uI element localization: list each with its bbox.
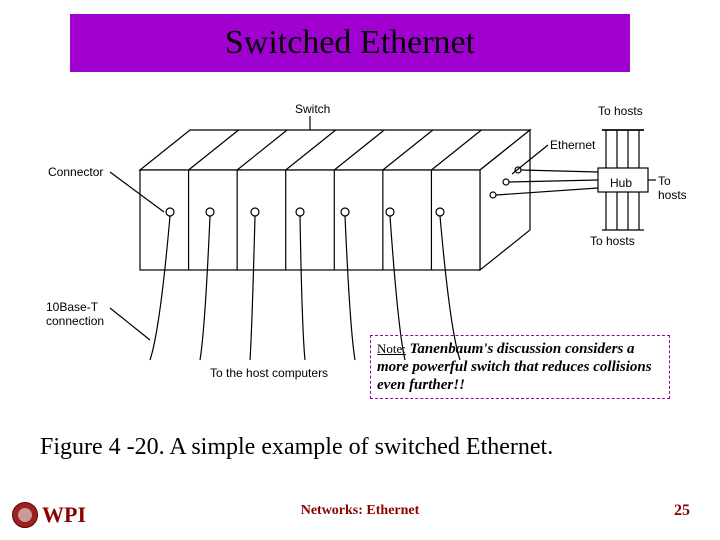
wpi-seal-icon xyxy=(12,502,38,528)
wpi-logo: WPI xyxy=(12,502,106,528)
label-to-hosts-bot: To hosts xyxy=(590,234,635,248)
note-body: Tanenbaum's discussion considers a more … xyxy=(377,341,652,393)
page-title: Switched Ethernet xyxy=(225,24,475,62)
label-to-hosts-top: To hosts xyxy=(598,104,643,118)
footer-title: Networks: Ethernet xyxy=(0,503,720,519)
label-switch: Switch xyxy=(295,102,330,116)
slide-footer: WPI Networks: Ethernet 25 xyxy=(0,494,720,528)
note-lead: Note: xyxy=(377,341,406,356)
note-box: Note: Tanenbaum's discussion considers a… xyxy=(370,335,670,399)
switched-ethernet-diagram: Switch Connector Ethernet To hosts To ho… xyxy=(50,90,670,370)
page-number: 25 xyxy=(674,502,690,520)
label-ethernet: Ethernet xyxy=(550,138,595,152)
figure-caption: Figure 4 -20. A simple example of switch… xyxy=(40,434,680,461)
title-banner: Switched Ethernet xyxy=(70,14,630,72)
label-hub: Hub xyxy=(610,176,632,190)
label-10base-t: 10Base-T xyxy=(46,300,98,314)
label-to-hosts-right: To hosts xyxy=(658,174,687,202)
label-connection: connection xyxy=(46,314,104,328)
svg-text:WPI: WPI xyxy=(42,502,86,527)
label-host-computers: To the host computers xyxy=(210,366,328,380)
wpi-wordmark-icon: WPI xyxy=(42,502,106,528)
diagram-svg xyxy=(50,90,670,370)
label-connector: Connector xyxy=(48,165,103,179)
